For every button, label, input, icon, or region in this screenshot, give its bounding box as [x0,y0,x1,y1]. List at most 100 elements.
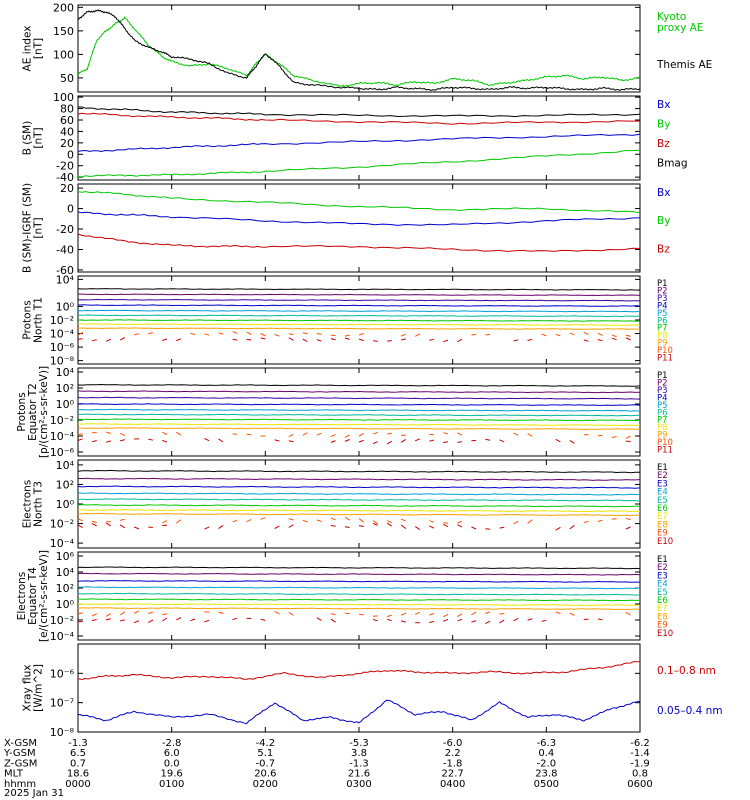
channel-label: P7 [657,416,668,426]
channel-label: E6 [657,504,668,514]
channel-label: E4 [657,580,668,590]
channel-line [77,327,641,330]
channel-line-segment [400,333,406,337]
legend-entry: Bx [657,99,670,111]
channel-line-segment [176,338,182,342]
channel-label: P2 [657,378,668,388]
y-axis-label: Protons [16,392,28,431]
channel-line-segment [176,617,182,621]
channel-line-segment [414,526,421,531]
y-tick-label: 50 [60,72,74,85]
y-tick-label: 10⁻⁸ [50,355,75,368]
channel-label: P2 [657,286,668,296]
channel-line-segment [344,337,350,340]
channel-line-segment [400,518,406,522]
x-row-value: 0200 [253,779,278,790]
y-tick-label: 10⁻⁸ [50,726,75,739]
y-tick-label: 10⁻⁷ [50,697,74,710]
channel-label: E6 [657,596,668,606]
channel-line [77,492,641,496]
channel-line-segment [485,620,491,625]
channel-line-segment [611,337,617,341]
channel-line-segment [91,520,97,524]
y-tick-label: -40 [56,243,74,256]
channel-line-segment [372,431,378,435]
channel-label: P3 [657,386,668,396]
channel-line-segment [499,613,505,615]
channel-line [78,323,641,326]
channel-line-segment [162,439,168,443]
channel-line-segment [77,518,83,522]
channel-line-segment [330,613,336,616]
channel-line-segment [569,439,575,444]
series-line [77,16,641,88]
channel-line-segment [77,338,83,340]
y-tick-label: 10⁶ [56,550,75,563]
y-tick-label: 0 [67,148,74,161]
y-tick-label: 10² [56,582,74,595]
channel-line-segment [218,524,224,530]
channel-line-segment [555,333,561,337]
channel-line-segment [485,611,491,614]
y-axis-label: Protons [22,300,34,339]
channel-line-segment [443,339,449,343]
y-tick-label: 10⁻⁶ [50,341,75,354]
x-row-value: 0500 [534,779,559,790]
channel-line-segment [372,520,378,525]
series-line [77,233,641,252]
channel-label: P7 [657,324,668,334]
channel-line-segment [429,620,435,624]
channel-line-segment [232,519,238,523]
channel-line [77,403,641,406]
channel-line-segment [316,432,322,436]
y-tick-label: 10² [56,478,74,491]
y-axis-label: North T3 [33,481,45,527]
channel-line-segment [358,338,364,341]
x-row-label: MLT [4,769,24,780]
channel-line-segment [218,611,224,615]
legend-entry: Kyoto [657,11,686,23]
panel-frame [77,643,641,733]
channel-label: P5 [657,309,668,319]
channel-line-segment [625,435,631,439]
x-row-label: hhmm [4,779,36,790]
channel-line-segment [302,432,308,436]
channel-line-segment [162,338,168,341]
channel-line-segment [260,337,266,340]
channel-line-segment [105,613,112,617]
channel-line-segment [499,439,505,443]
channel-label: P11 [657,446,673,456]
channel-line-segment [77,331,83,336]
channel-line-segment [457,521,463,524]
channel-line-segment [386,618,392,622]
channel-label: P8 [657,331,668,341]
channel-line-segment [148,438,154,441]
channel-label: E1 [657,463,668,473]
channel-line-segment [120,619,125,622]
y-tick-label: -60 [56,264,74,277]
series-line [77,133,641,153]
series-line [77,191,641,214]
y-axis-label: Equator T2 [27,383,39,441]
channel-line [77,508,641,513]
channel-line-segment [583,520,589,524]
channel-line-segment [597,618,603,621]
channel-line [78,477,641,481]
channel-label: P6 [657,316,668,326]
channel-line-segment [443,619,449,622]
channel-line-segment [232,331,238,334]
y-axis-label: Electrons [22,480,34,529]
y-tick-label: 10⁻² [50,414,74,427]
x-row-label: X-GSM [4,738,37,749]
channel-line-segment [499,619,505,624]
y-axis-label: B (SM) [22,121,34,155]
channel-label: P10 [657,438,673,448]
x-row-value: 3.8 [351,748,367,759]
channel-line-segment [513,617,519,622]
panel-frame [77,4,641,93]
channel-line-segment [344,526,350,528]
channel-line-segment [316,617,322,621]
channel-line-segment [555,438,561,443]
legend-entry: By [657,215,670,227]
channel-line-segment [415,611,421,615]
